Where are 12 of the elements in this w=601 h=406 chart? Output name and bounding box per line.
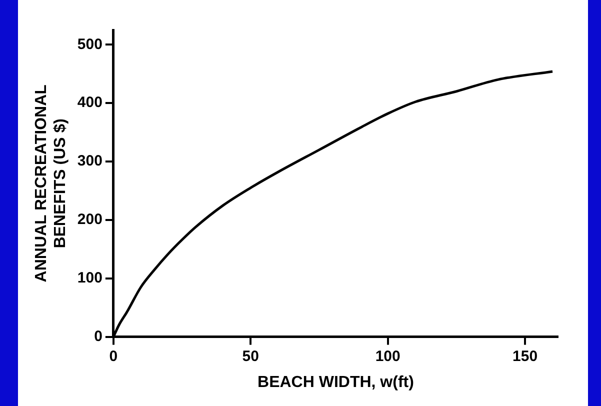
- y-tick-label: 200: [77, 211, 102, 228]
- y-tick-label: 100: [77, 270, 102, 287]
- y-tick-label: 500: [77, 36, 102, 53]
- y-axis-title: ANNUAL RECREATIONAL BENEFITS (US $): [33, 84, 70, 282]
- x-tick-label: 150: [512, 348, 538, 365]
- x-axis-title: BEACH WIDTH, w(ft): [258, 374, 414, 391]
- x-tick-label: 100: [375, 348, 400, 365]
- y-tick-label: 300: [77, 152, 102, 170]
- x-tick-label: 50: [242, 348, 259, 365]
- y-tick-label: 0: [94, 328, 102, 345]
- y-tick-label: 400: [77, 94, 102, 112]
- x-tick-label: 0: [109, 348, 118, 365]
